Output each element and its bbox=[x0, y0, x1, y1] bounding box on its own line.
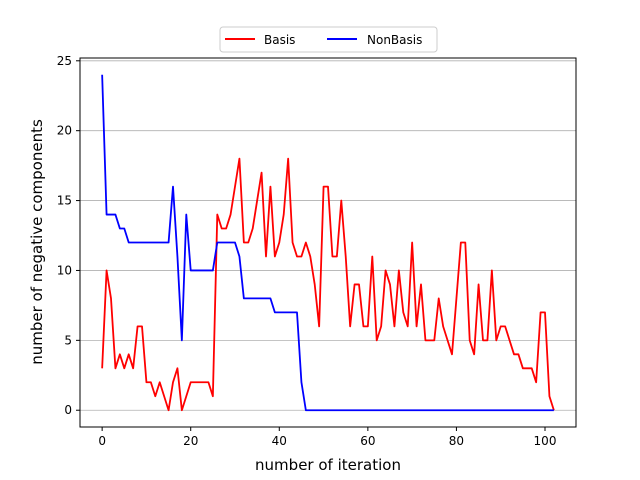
series-lines bbox=[101, 74, 555, 412]
legend-label-basis: Basis bbox=[264, 33, 295, 47]
x-tick-label: 100 bbox=[534, 434, 557, 448]
gridlines bbox=[80, 60, 576, 411]
y-tick-label: 20 bbox=[57, 124, 72, 138]
series-line-nonbasis bbox=[101, 74, 554, 412]
series-line-basis bbox=[101, 157, 555, 412]
y-axis-label: number of negative components bbox=[28, 119, 46, 365]
x-tick-label: 0 bbox=[98, 434, 106, 448]
x-tick-label: 60 bbox=[360, 434, 375, 448]
x-tick-label: 20 bbox=[183, 434, 198, 448]
x-tick-label: 80 bbox=[449, 434, 464, 448]
y-tick-label: 0 bbox=[64, 403, 72, 417]
x-axis-label: number of iteration bbox=[255, 456, 401, 474]
plot-area-frame bbox=[79, 57, 577, 428]
y-tick-label: 15 bbox=[57, 194, 72, 208]
y-tick-label: 10 bbox=[57, 263, 72, 277]
legend: Basis NonBasis bbox=[219, 26, 438, 53]
y-tick-label: 5 bbox=[64, 333, 72, 347]
legend-label-nonbasis: NonBasis bbox=[367, 33, 422, 47]
x-axis-ticks: 0 20 40 60 80 100 bbox=[98, 427, 556, 448]
x-tick-label: 40 bbox=[272, 434, 287, 448]
y-tick-label: 25 bbox=[57, 54, 72, 68]
y-axis-ticks: 0 5 10 15 20 25 bbox=[57, 54, 80, 417]
